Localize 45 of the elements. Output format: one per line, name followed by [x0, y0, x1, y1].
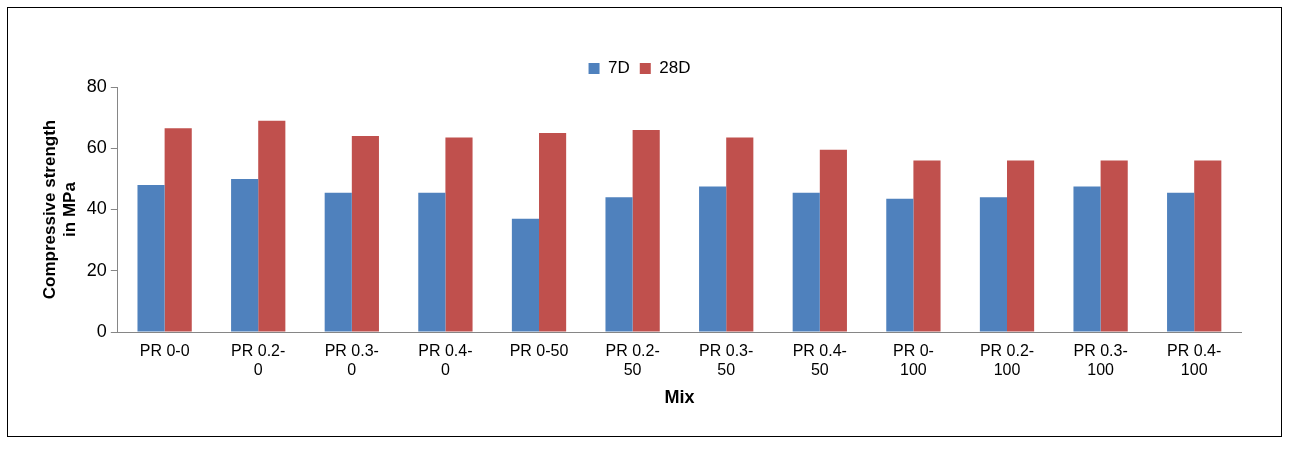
bar [1100, 160, 1128, 332]
bar [1167, 192, 1195, 332]
bar [445, 137, 473, 332]
bar [418, 192, 446, 332]
legend-label: 28D [659, 58, 691, 78]
bar [324, 192, 352, 332]
x-tick-label: PR 0.4-0 [418, 342, 473, 379]
x-tick-label: PR 0.3-50 [699, 342, 754, 379]
y-axis-title: Compressive strength in MPa [39, 119, 80, 300]
y-tick-label: 20 [86, 259, 107, 280]
x-tick-label: PR 0-50 [509, 342, 569, 360]
bar [605, 197, 633, 332]
bar [913, 160, 941, 332]
bar [726, 137, 754, 332]
y-tick-label: 0 [96, 320, 107, 341]
x-tick-label: PR 0.3-0 [324, 342, 379, 379]
x-tick-label: PR 0.3-100 [1073, 342, 1128, 379]
bar [258, 120, 286, 332]
bar [137, 185, 165, 332]
bar [1007, 160, 1035, 332]
bar [792, 192, 820, 332]
y-tick-label: 40 [86, 198, 107, 219]
x-tick-label: PR 0.2-50 [605, 342, 660, 379]
y-tick-label: 60 [86, 137, 107, 158]
x-axis-title: Mix [664, 387, 695, 408]
x-tick-label: PR 0.4-50 [792, 342, 847, 379]
x-tick-label: PR 0.2-0 [231, 342, 286, 379]
bar [511, 218, 540, 332]
bar [632, 129, 660, 332]
bar [539, 132, 567, 332]
y-tick-label: 80 [86, 75, 107, 96]
bar [699, 186, 727, 332]
legend-label: 7D [608, 58, 630, 78]
x-tick-label: PR 0-0 [139, 342, 190, 360]
bar [164, 128, 192, 332]
bar [886, 198, 914, 332]
bar [819, 149, 847, 332]
x-tick-label: PR 0-100 [892, 342, 934, 379]
bar [231, 178, 259, 332]
x-tick-label: PR 0.2-100 [979, 342, 1035, 379]
bar [979, 197, 1007, 332]
bar [1073, 186, 1101, 332]
bar [1194, 160, 1222, 332]
x-tick-label: PR 0.4-100 [1167, 342, 1222, 379]
bar [351, 136, 379, 332]
